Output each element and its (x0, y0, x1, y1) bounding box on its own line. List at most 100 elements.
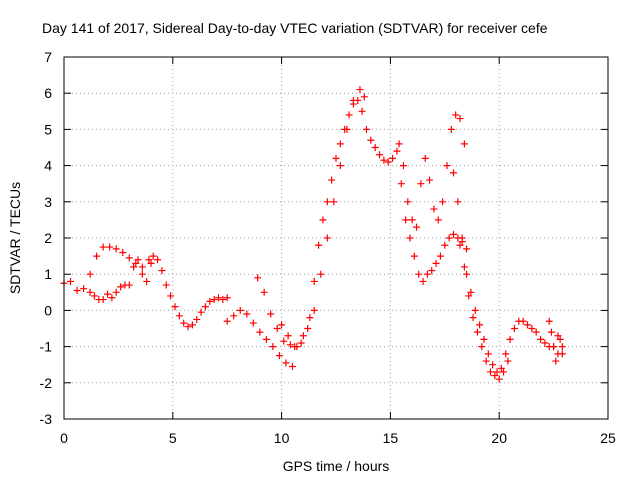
data-point (502, 350, 510, 358)
data-point (206, 297, 214, 305)
data-point (504, 357, 512, 365)
data-point (130, 263, 138, 271)
data-point (528, 325, 536, 332)
data-point (434, 216, 442, 224)
data-point (389, 154, 397, 162)
series-track-h (456, 241, 512, 383)
series-track-b (86, 256, 155, 304)
data-point (269, 343, 277, 351)
data-point (323, 234, 331, 242)
data-point (219, 296, 227, 304)
data-point (145, 256, 153, 264)
y-tick-label: 7 (44, 49, 52, 65)
data-point (275, 352, 283, 360)
data-point (476, 321, 484, 329)
data-point (402, 216, 410, 224)
data-point (149, 252, 157, 260)
data-point (532, 328, 540, 336)
y-tick-label: -2 (40, 375, 53, 391)
data-point (99, 296, 107, 304)
data-point (299, 332, 307, 340)
data-point (480, 335, 488, 343)
data-point (408, 216, 416, 224)
data-point (397, 180, 405, 188)
data-point (154, 256, 162, 264)
series-track-g (450, 169, 566, 376)
data-point (93, 252, 101, 260)
y-tick-label: 4 (44, 158, 52, 174)
data-point (491, 372, 499, 380)
data-point (223, 294, 231, 302)
data-point (395, 140, 403, 148)
data-point (537, 335, 545, 343)
data-point (458, 234, 466, 242)
data-point (158, 267, 166, 275)
data-point (421, 154, 429, 162)
data-point (360, 93, 368, 101)
data-point (73, 286, 81, 294)
grid (64, 57, 608, 419)
data-point (112, 288, 120, 296)
data-point (432, 259, 440, 267)
x-tick-label: 15 (383, 430, 399, 446)
data-point (167, 292, 175, 300)
data-point (550, 343, 558, 351)
data-point (465, 292, 473, 300)
series-track-f (395, 111, 468, 231)
x-tick-label: 25 (600, 430, 616, 446)
data-point (323, 198, 331, 206)
chart-title: Day 141 of 2017, Sidereal Day-to-day VTE… (42, 20, 548, 36)
data-point (463, 270, 471, 278)
data-point (384, 158, 392, 166)
data-point (450, 230, 458, 238)
data-point (90, 292, 98, 300)
series-track-i (545, 317, 566, 365)
data-point (147, 259, 155, 267)
data-point (367, 136, 375, 144)
series-track-e (278, 86, 368, 351)
data-point (201, 303, 209, 311)
data-point (138, 263, 146, 271)
data-point (519, 317, 527, 325)
data-point (282, 359, 290, 367)
y-tick-label: 5 (44, 121, 52, 137)
y-tick-label: -1 (40, 339, 53, 355)
data-point (489, 361, 497, 369)
data-point (362, 125, 370, 133)
data-point (134, 256, 142, 264)
data-point (413, 223, 421, 231)
data-point (423, 270, 431, 278)
data-point (430, 205, 438, 213)
data-point (463, 245, 471, 253)
data-point (138, 270, 146, 278)
data-point (439, 198, 447, 206)
data-point (547, 328, 555, 336)
data-point (523, 321, 531, 329)
data-point (280, 337, 288, 345)
data-point (171, 303, 179, 311)
x-tick-label: 20 (491, 430, 507, 446)
tick-labels: 0 5 10 15 20 25 -3 -2 -1 0 1 2 3 4 5 6 7 (40, 49, 616, 446)
data-point (278, 321, 286, 329)
data-point (450, 169, 458, 177)
data-point (484, 350, 492, 358)
data-point (193, 315, 201, 323)
data-point (428, 267, 436, 275)
series-track-c (223, 306, 296, 371)
data-point (310, 306, 318, 314)
data-point (454, 198, 462, 206)
data-point (291, 343, 299, 351)
data-point (500, 368, 508, 376)
data-point (441, 241, 449, 249)
y-tick-label: 6 (44, 85, 52, 101)
data-point (478, 343, 486, 351)
data-point (80, 285, 88, 293)
data-point (230, 312, 238, 320)
data-point (343, 125, 351, 133)
data-point (197, 308, 205, 316)
data-point (473, 328, 481, 336)
data-point (456, 115, 464, 123)
data-point (286, 341, 294, 349)
data-point (132, 259, 140, 267)
